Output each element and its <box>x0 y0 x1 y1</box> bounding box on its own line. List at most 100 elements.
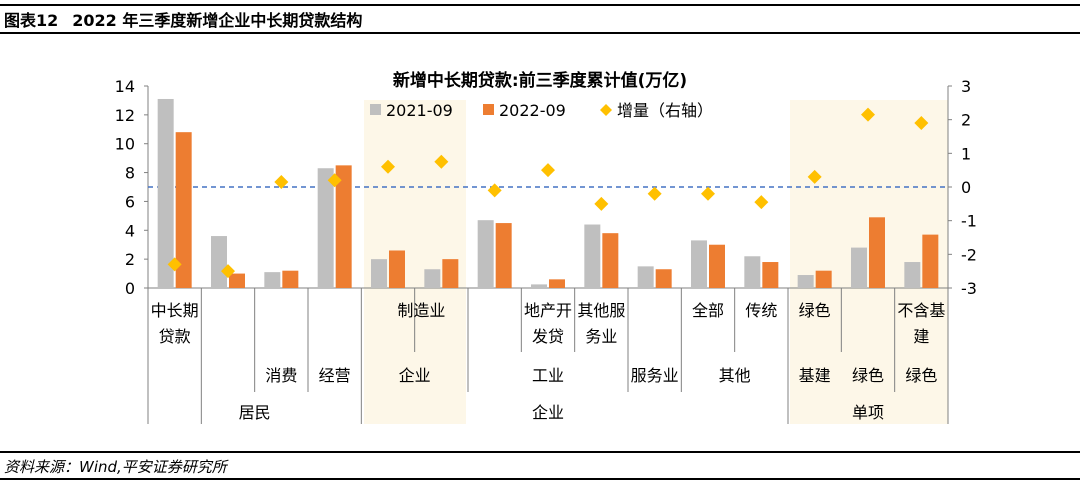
cat-l2-label: 基建 <box>799 366 831 385</box>
cat-l3-label: 企业 <box>532 403 564 422</box>
bar-2022-9 <box>655 269 672 288</box>
cat-l2-label: 企业 <box>399 366 431 385</box>
bar-2021-13 <box>851 247 867 288</box>
cat-l3-label: 居民 <box>239 403 271 422</box>
cat-l1-label: 制造业 <box>397 301 445 320</box>
bar-2022-0 <box>175 132 192 288</box>
increment-marker-4 <box>381 159 395 174</box>
figure-title-text: 2022 年三季度新增企业中长期贷款结构 <box>72 11 363 30</box>
bar-2021-12 <box>797 275 814 288</box>
category-label-layer: 中长期贷款制造业 地产开发贷其他服务业全部 传统 绿色 不含基建消费 经营 企业 工业 服务业其… <box>151 301 946 422</box>
cat-l1-label: 地产开发贷 <box>524 301 572 346</box>
increment-marker-9 <box>647 186 662 201</box>
bar-2022-8 <box>602 233 619 288</box>
legend-label-increment: 增量（右轴） <box>617 101 713 120</box>
increment-marker-11 <box>754 195 769 210</box>
legend-label-2021: 2021-09 <box>386 101 453 120</box>
cat-l1-label: 传统 <box>745 301 777 320</box>
legend-swatch-2022 <box>483 104 494 115</box>
increment-marker-3 <box>327 173 342 188</box>
cat-l1-label: 中长期贷款 <box>151 301 199 346</box>
cat-l3-label: 单项 <box>852 403 884 422</box>
source-top-rule <box>0 451 1080 453</box>
y-left-tick-label: 6 <box>125 192 135 211</box>
increment-marker-13 <box>861 107 875 122</box>
legend-label-2022: 2022-09 <box>499 101 566 120</box>
bar-2022-6 <box>495 223 512 288</box>
increment-marker-12 <box>807 169 822 184</box>
cat-l2-label: 绿色 <box>852 366 884 385</box>
bar-2021-8 <box>584 224 601 288</box>
y-left-tick-label: 10 <box>115 135 135 154</box>
y-right-tick-label: -3 <box>961 279 977 298</box>
cat-l2-label: 工业 <box>532 366 564 385</box>
source-bottom-rule <box>0 478 1080 480</box>
y-left-tick-label: 0 <box>125 279 135 298</box>
bar-2021-7 <box>531 284 547 288</box>
figure-title: 图表12 2022 年三季度新增企业中长期贷款结构 <box>4 7 362 31</box>
bar-2021-3 <box>317 168 334 288</box>
bar-2021-6 <box>477 220 494 288</box>
bar-2022-14 <box>922 234 939 288</box>
bar-2021-2 <box>264 272 281 288</box>
cat-l1-label: 不含基建 <box>897 301 945 346</box>
bar-2021-4 <box>371 259 387 288</box>
bar-2022-13 <box>869 217 885 288</box>
cat-l2-label: 服务业 <box>631 366 679 385</box>
legend-swatch-2021 <box>370 104 381 115</box>
title-top-rule <box>0 4 1080 6</box>
cat-l1-label: 全部 <box>692 301 724 320</box>
y-right-tick-label: 3 <box>961 77 971 96</box>
bar-2021-0 <box>157 98 174 288</box>
increment-marker-2 <box>274 174 289 189</box>
increment-marker-10 <box>701 186 715 201</box>
increment-marker-0 <box>167 257 182 272</box>
bar-2021-14 <box>904 262 921 288</box>
cat-l2-label: 消费 <box>265 366 297 385</box>
bar-2022-10 <box>709 244 725 288</box>
y-left-tick-label: 2 <box>125 250 135 269</box>
bar-2021-1 <box>211 236 227 288</box>
bar-2021-9 <box>637 266 654 288</box>
y-right-tick-label: 1 <box>961 144 971 163</box>
bar-layer <box>157 98 939 288</box>
increment-marker-1 <box>221 264 235 279</box>
title-bottom-rule <box>0 32 1080 34</box>
bar-2021-10 <box>691 240 707 288</box>
bar-2022-3 <box>335 165 352 288</box>
bar-2021-11 <box>744 256 761 288</box>
increment-marker-layer <box>167 107 929 279</box>
source-note: 资料来源：Wind,平安证券研究所 <box>4 458 227 476</box>
y-right-tick-label: 2 <box>961 111 971 130</box>
cat-l1-label: 绿色 <box>799 301 831 320</box>
y-left-tick-label: 8 <box>125 164 135 183</box>
cat-l1-label: 其他服务业 <box>577 301 625 346</box>
increment-marker-7 <box>541 163 555 178</box>
chart-title: 新增中长期贷款:前三季度累计值(万亿) <box>393 70 687 91</box>
increment-marker-8 <box>594 196 609 211</box>
cat-l2-label: 经营 <box>319 366 351 385</box>
legend: 2021-09 2022-09 增量（右轴） <box>370 101 713 120</box>
increment-marker-5 <box>434 154 449 169</box>
y-left-tick-label: 4 <box>125 221 135 240</box>
bar-2022-5 <box>442 259 459 288</box>
increment-marker-6 <box>487 183 502 198</box>
y-right-tick-label: 0 <box>961 178 971 197</box>
bar-2022-11 <box>762 262 779 288</box>
bar-2022-7 <box>549 279 565 288</box>
cat-l2-label: 绿色 <box>905 366 937 385</box>
increment-marker-14 <box>914 116 929 131</box>
y-right-tick-label: -1 <box>961 212 977 231</box>
bar-2022-12 <box>815 270 832 288</box>
bar-2022-1 <box>229 273 245 288</box>
cat-l2-label: 其他 <box>719 366 751 385</box>
y-left-tick-label: 14 <box>115 77 135 96</box>
y-left-tick-label: 12 <box>115 106 135 125</box>
bar-2022-2 <box>282 270 299 288</box>
legend-swatch-increment <box>600 104 612 116</box>
bar-2022-4 <box>389 250 405 288</box>
y-right-tick-label: -2 <box>961 245 977 264</box>
figure-number: 图表12 <box>4 11 59 30</box>
